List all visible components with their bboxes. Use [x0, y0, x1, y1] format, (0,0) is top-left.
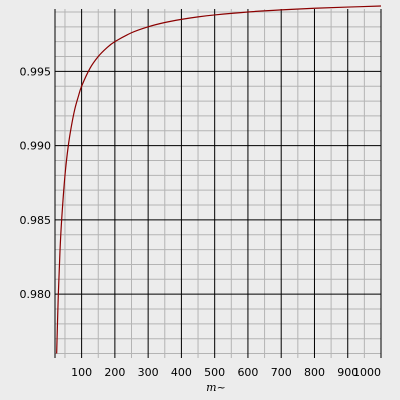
major-gridlines [55, 9, 382, 358]
y-tick-labels: 0.980 0.985 0.990 0.995 [20, 65, 52, 301]
series-line [56, 5, 382, 354]
minor-gridlines [55, 9, 381, 358]
x-tick-label: 300 [138, 366, 159, 379]
x-tick-label: 700 [271, 366, 292, 379]
x-tick-label: 600 [237, 366, 258, 379]
y-tick-label: 0.990 [20, 140, 52, 153]
y-tick-label: 0.985 [20, 214, 52, 227]
y-tick-label: 0.995 [20, 65, 52, 78]
y-tick-label: 0.980 [20, 288, 52, 301]
x-tick-label: 900 [337, 366, 358, 379]
x-tick-label: 100 [71, 366, 92, 379]
x-tick-label: 500 [204, 366, 225, 379]
x-tick-label: 400 [171, 366, 192, 379]
x-tick-label: 1000 [353, 366, 381, 379]
x-axis-label: m~ [206, 381, 226, 394]
x-tick-label: 800 [304, 366, 325, 379]
x-tick-label: 200 [104, 366, 125, 379]
